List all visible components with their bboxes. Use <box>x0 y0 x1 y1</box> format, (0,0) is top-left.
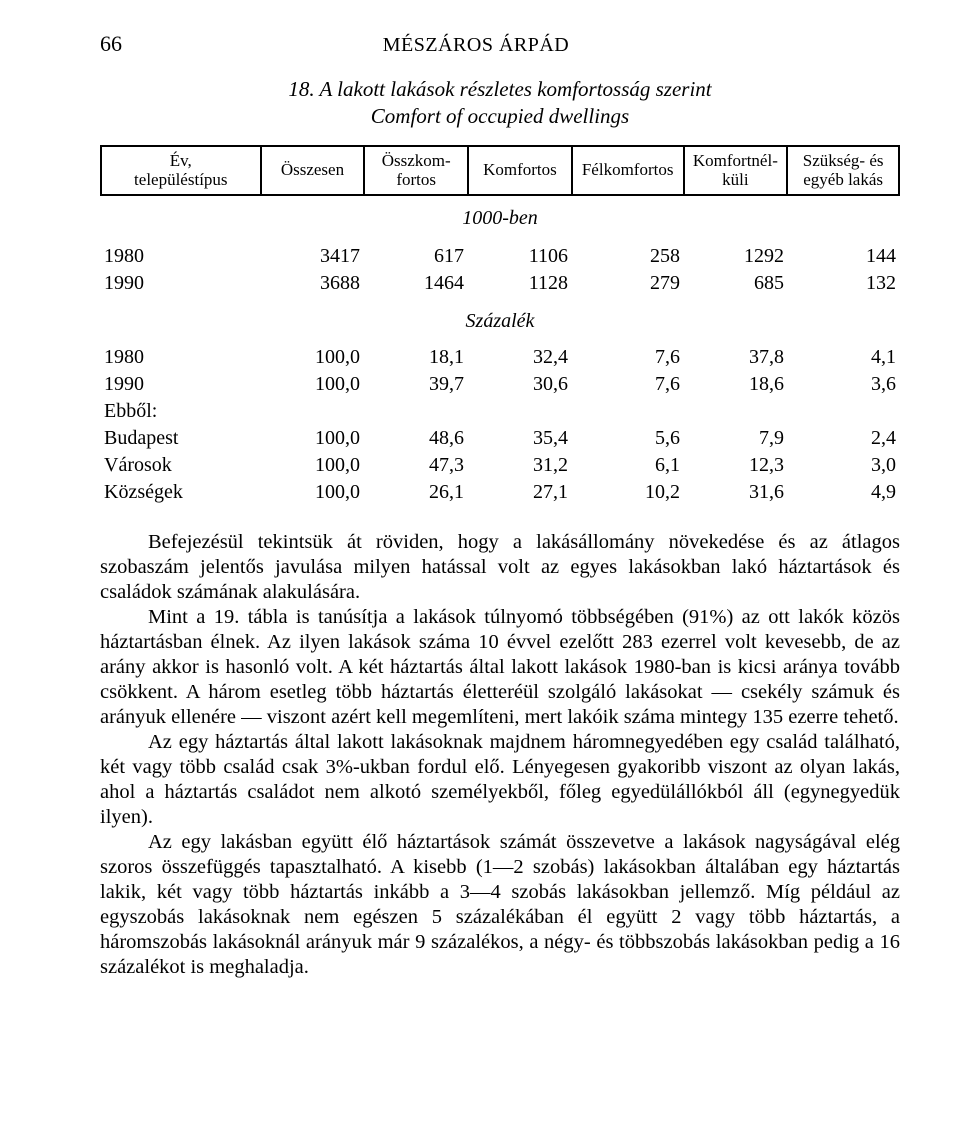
caption-line-1: 18. A lakott lakások részletes komfortos… <box>288 77 711 101</box>
body-paragraph: Az egy háztartás által lakott lakásoknak… <box>100 730 900 830</box>
data-cell: 5,6 <box>572 425 684 452</box>
col-header: Komfortnél-küli <box>684 146 788 195</box>
data-cell: 3,0 <box>788 452 900 479</box>
table-row: 1980100,018,132,47,637,84,1 <box>100 344 900 371</box>
data-cell: 27,1 <box>468 479 572 506</box>
row-label: Városok <box>100 452 260 479</box>
table-row: 1990368814641128279685132 <box>100 270 900 297</box>
data-cell: 3417 <box>260 243 364 270</box>
data-cell: 685 <box>684 270 788 297</box>
data-cell: 7,6 <box>572 344 684 371</box>
table-column-headers: Év,településtípus Összesen Összkom-forto… <box>100 145 900 196</box>
author-name: MÉSZÁROS ÁRPÁD <box>383 33 569 58</box>
data-cell: 30,6 <box>468 371 572 398</box>
data-cell: 48,6 <box>364 425 468 452</box>
data-cell: 18,6 <box>684 371 788 398</box>
row-label: Ebből: <box>100 398 260 425</box>
body-paragraph: Az egy lakásban együtt élő háztartások s… <box>100 830 900 980</box>
table-row: Városok100,047,331,26,112,33,0 <box>100 452 900 479</box>
data-cell: 1464 <box>364 270 468 297</box>
table-row: 1990100,039,730,67,618,63,6 <box>100 371 900 398</box>
col-header: Félkomfortos <box>572 146 684 195</box>
data-cell <box>364 398 468 425</box>
data-cell: 100,0 <box>260 371 364 398</box>
data-cell <box>788 398 900 425</box>
col-header: Év,településtípus <box>101 146 261 195</box>
data-cell: 47,3 <box>364 452 468 479</box>
data-cell: 100,0 <box>260 344 364 371</box>
data-cell <box>260 398 364 425</box>
data-cell: 617 <box>364 243 468 270</box>
data-cell: 100,0 <box>260 452 364 479</box>
data-cell: 31,6 <box>684 479 788 506</box>
data-cell: 2,4 <box>788 425 900 452</box>
col-header: Komfortos <box>468 146 572 195</box>
col-header: Összesen <box>261 146 365 195</box>
data-cell: 7,6 <box>572 371 684 398</box>
page-header: 66 MÉSZÁROS ÁRPÁD <box>100 30 900 58</box>
data-cell: 31,2 <box>468 452 572 479</box>
body-paragraph: Mint a 19. tábla is tanúsítja a lakások … <box>100 605 900 730</box>
data-cell: 12,3 <box>684 452 788 479</box>
table-row: Ebből: <box>100 398 900 425</box>
row-label: Budapest <box>100 425 260 452</box>
table-row: Községek100,026,127,110,231,64,9 <box>100 479 900 506</box>
row-label: 1990 <box>100 270 260 297</box>
data-table: 1980341761711062581292144199036881464112… <box>100 243 900 506</box>
data-cell: 3688 <box>260 270 364 297</box>
data-cell: 279 <box>572 270 684 297</box>
data-cell: 1292 <box>684 243 788 270</box>
data-cell: 1128 <box>468 270 572 297</box>
row-label: 1990 <box>100 371 260 398</box>
row-label: 1980 <box>100 344 260 371</box>
table-row: Budapest100,048,635,45,67,92,4 <box>100 425 900 452</box>
data-cell: 144 <box>788 243 900 270</box>
data-cell: 4,1 <box>788 344 900 371</box>
data-cell: 7,9 <box>684 425 788 452</box>
data-cell <box>684 398 788 425</box>
data-cell: 4,9 <box>788 479 900 506</box>
data-cell: 35,4 <box>468 425 572 452</box>
data-cell: 258 <box>572 243 684 270</box>
data-cell: 37,8 <box>684 344 788 371</box>
caption-line-2: Comfort of occupied dwellings <box>371 104 629 128</box>
data-cell: 32,4 <box>468 344 572 371</box>
data-cell: 100,0 <box>260 479 364 506</box>
data-cell: 18,1 <box>364 344 468 371</box>
unit-label-percent: Százalék <box>100 297 900 344</box>
data-cell <box>468 398 572 425</box>
data-cell: 1106 <box>468 243 572 270</box>
data-cell: 39,7 <box>364 371 468 398</box>
data-cell: 3,6 <box>788 371 900 398</box>
table-caption: 18. A lakott lakások részletes komfortos… <box>100 76 900 131</box>
page-number: 66 <box>100 30 122 58</box>
row-label: 1980 <box>100 243 260 270</box>
body-paragraph: Befejezésül tekintsük át röviden, hogy a… <box>100 530 900 605</box>
data-cell: 10,2 <box>572 479 684 506</box>
data-cell: 132 <box>788 270 900 297</box>
unit-label-thousands: 1000-ben <box>100 206 900 231</box>
data-cell: 26,1 <box>364 479 468 506</box>
row-label: Községek <box>100 479 260 506</box>
header-row: Év,településtípus Összesen Összkom-forto… <box>101 146 899 195</box>
table-row: 1980341761711062581292144 <box>100 243 900 270</box>
data-cell: 6,1 <box>572 452 684 479</box>
col-header: Összkom-fortos <box>364 146 468 195</box>
col-header: Szükség- ésegyéb lakás <box>787 146 899 195</box>
data-cell <box>572 398 684 425</box>
data-cell: 100,0 <box>260 425 364 452</box>
